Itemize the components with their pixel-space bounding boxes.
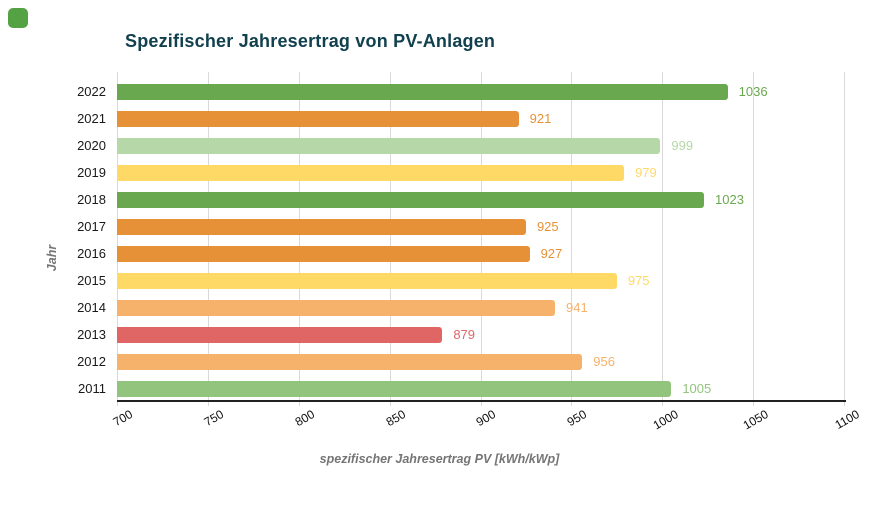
gridline-700 xyxy=(117,72,118,406)
x-axis-title: spezifischer Jahresertrag PV [kWh/kWp] xyxy=(319,452,560,466)
bar-2021 xyxy=(117,111,519,127)
value-label-2014: 941 xyxy=(566,300,588,315)
y-tick-label: 2014 xyxy=(77,300,106,315)
bar-2014 xyxy=(117,300,556,316)
x-tick-label: 1000 xyxy=(650,407,681,433)
gridline-1100 xyxy=(844,72,845,406)
x-tick-label: 850 xyxy=(383,407,408,430)
bar-2015 xyxy=(117,273,617,289)
value-label-2022: 1036 xyxy=(738,84,768,99)
value-label-2013: 879 xyxy=(453,327,476,342)
bar-2018 xyxy=(117,192,705,208)
y-tick-label: 2020 xyxy=(77,138,106,153)
app-icon xyxy=(8,8,28,28)
gridline-750 xyxy=(207,72,209,406)
x-tick-label: 1100 xyxy=(832,407,862,433)
bar-2017 xyxy=(117,219,526,235)
value-label-2012: 956 xyxy=(593,354,615,369)
value-label-2016: 927 xyxy=(540,246,563,261)
y-tick-label: 2016 xyxy=(77,246,106,261)
value-label-2015: 975 xyxy=(627,273,650,288)
gridline-950 xyxy=(571,72,573,406)
value-label-2018: 1023 xyxy=(715,192,744,207)
y-tick-label: 2022 xyxy=(77,84,106,99)
y-tick-label: 2012 xyxy=(77,354,106,369)
x-tick-label: 700 xyxy=(110,407,135,430)
bar-2022 xyxy=(117,84,728,100)
value-label-2017: 925 xyxy=(536,219,559,234)
y-tick-label: 2019 xyxy=(77,165,106,180)
gridline-800 xyxy=(298,72,300,406)
bar-2020 xyxy=(117,138,661,154)
bar-2019 xyxy=(117,165,625,181)
x-axis-line xyxy=(117,400,846,402)
y-tick-label: 2018 xyxy=(77,192,106,207)
y-tick-label: 2021 xyxy=(77,111,106,126)
x-tick-label: 800 xyxy=(292,407,317,430)
chart-title: Spezifischer Jahresertrag von PV-Anlagen xyxy=(125,31,496,51)
y-tick-label: 2013 xyxy=(77,327,106,342)
gridline-1000 xyxy=(662,72,664,406)
gridline-1050 xyxy=(753,72,755,406)
x-tick-label: 1050 xyxy=(740,407,772,433)
bar-2011 xyxy=(117,381,672,397)
y-tick-label: 2011 xyxy=(78,381,106,396)
bar-2013 xyxy=(117,327,443,343)
value-label-2019: 979 xyxy=(635,165,657,180)
gridline-850 xyxy=(389,72,391,406)
x-tick-label: 950 xyxy=(565,407,590,430)
bar-2016 xyxy=(117,246,530,262)
value-label-2011: 1005 xyxy=(682,381,712,396)
y-tick-label: 2017 xyxy=(77,219,106,234)
x-tick-label: 900 xyxy=(474,407,499,430)
y-tick-label: 2015 xyxy=(77,273,106,288)
value-label-2021: 921 xyxy=(529,111,552,126)
gridline-900 xyxy=(480,72,482,406)
bar-2012 xyxy=(117,354,583,370)
x-tick-label: 750 xyxy=(201,407,226,430)
value-label-2020: 999 xyxy=(671,138,694,153)
